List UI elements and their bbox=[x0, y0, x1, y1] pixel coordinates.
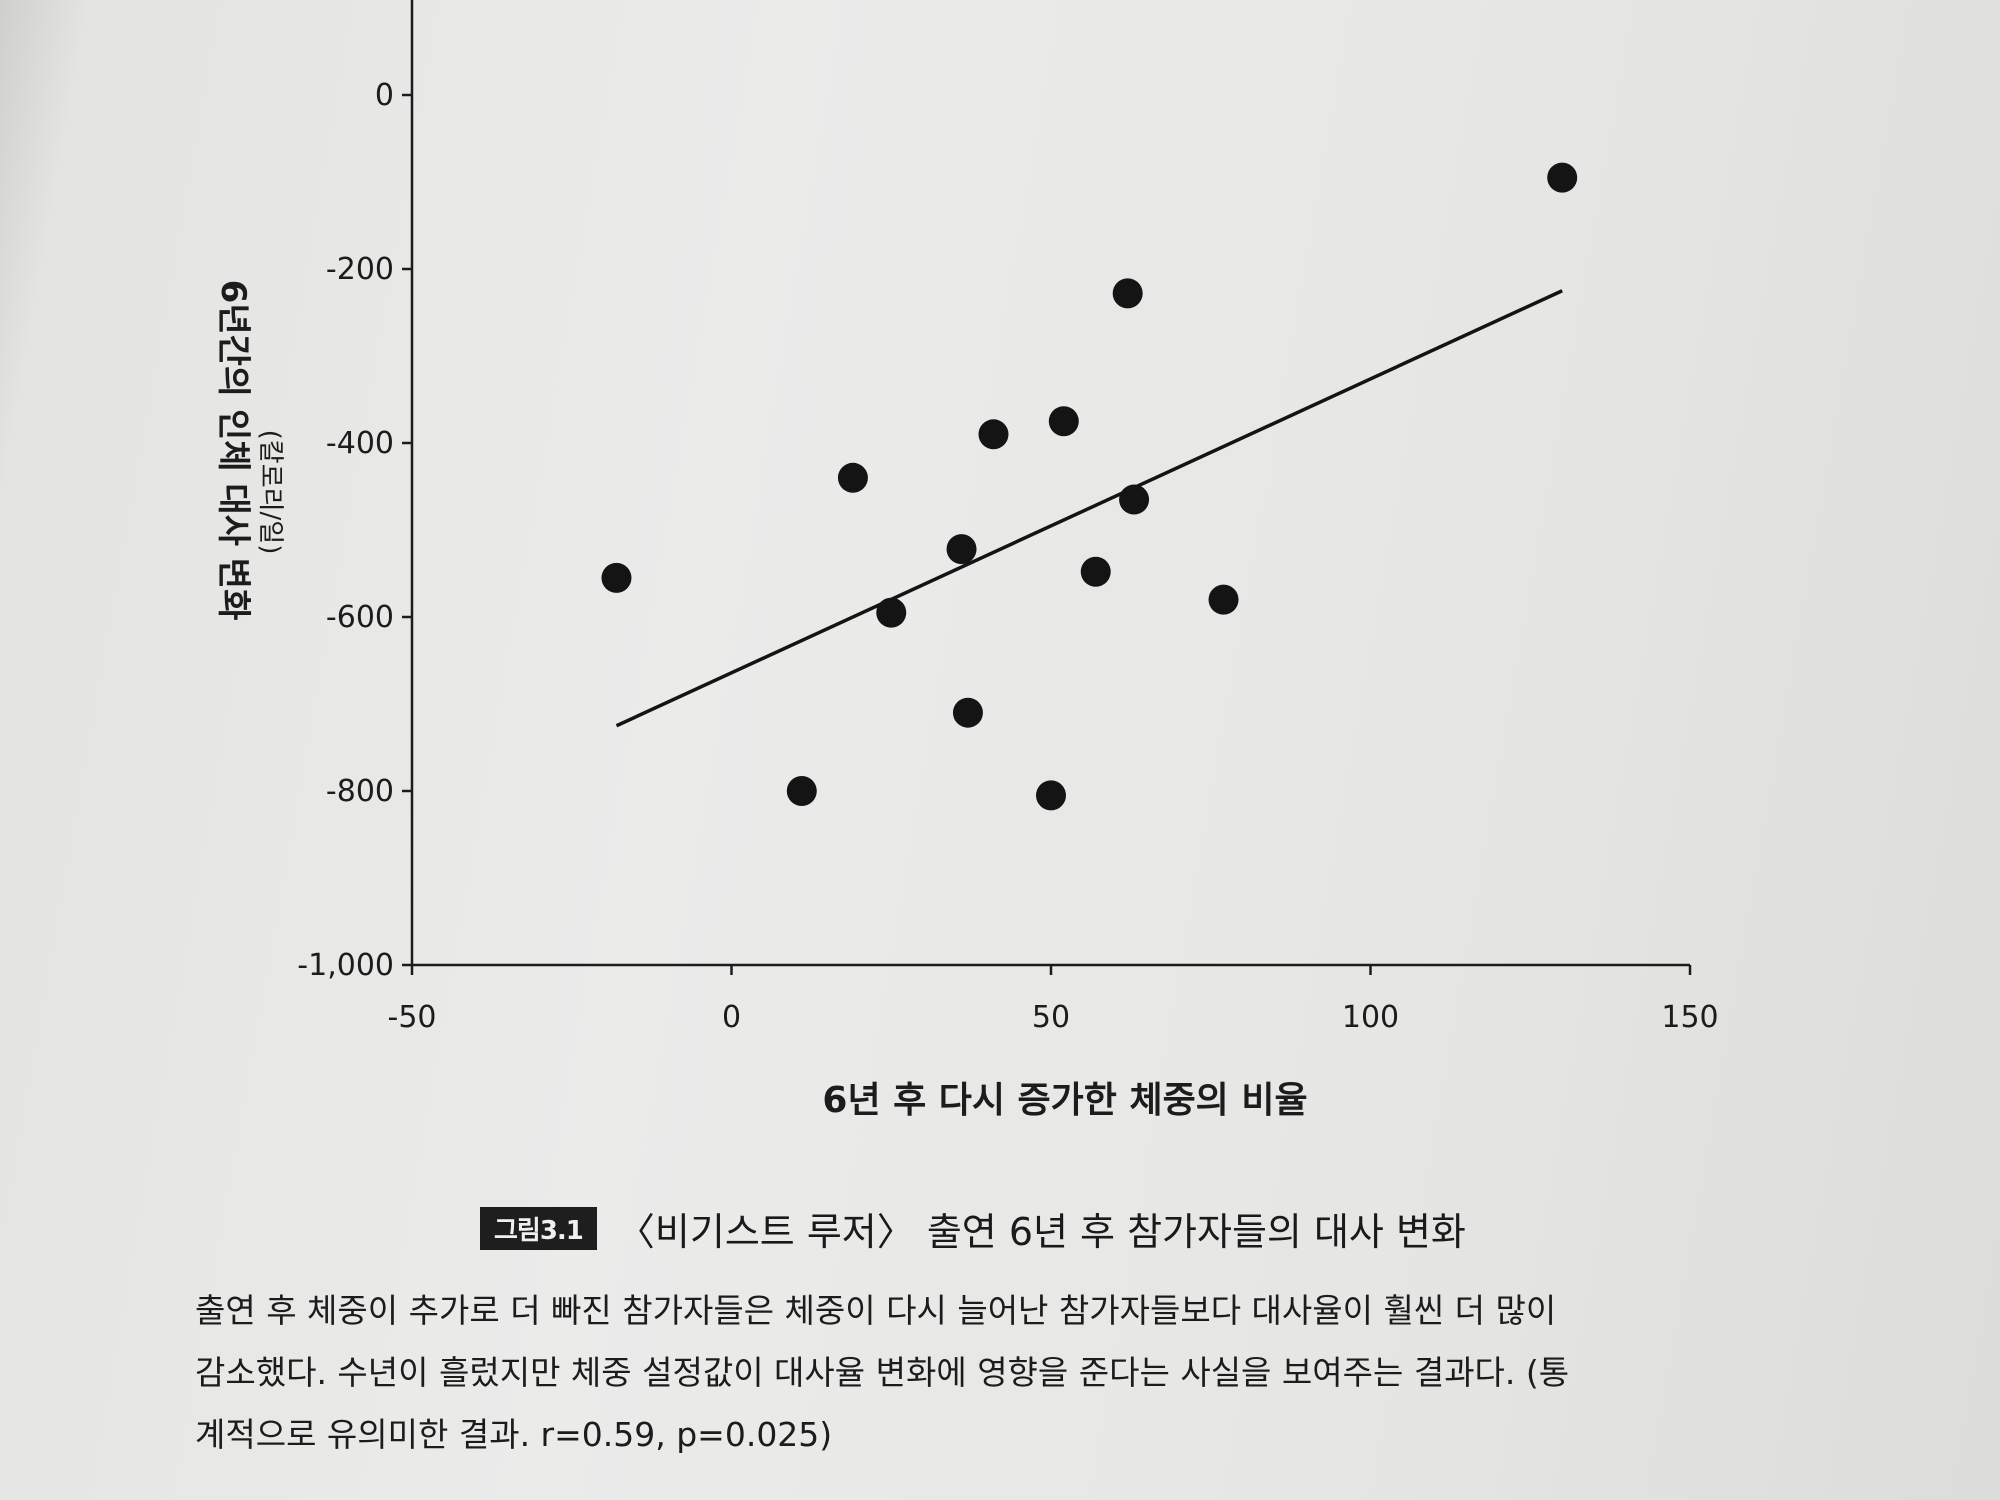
y-tick-label: -400 bbox=[326, 426, 394, 461]
data-point bbox=[1112, 278, 1143, 309]
chart-axes: 0 -200 -400 -600 -800 -1,000 -50 0 50 100 150 bbox=[297, 0, 1719, 1035]
data-point bbox=[786, 776, 817, 806]
y-axis-unit: (칼로리/일) bbox=[255, 430, 285, 555]
x-tick-label: 0 bbox=[722, 1000, 741, 1035]
axis-titles: 6년 후 다시 증가한 체중의 비율 6년간의 인체 대사 변화 (칼로리/일) bbox=[213, 280, 1308, 1121]
y-tick-label: -800 bbox=[326, 774, 394, 809]
x-tick-label: 50 bbox=[1032, 1000, 1070, 1035]
x-tick-label: 100 bbox=[1342, 1000, 1399, 1035]
x-axis-title: 6년 후 다시 증가한 체중의 비율 bbox=[822, 1080, 1307, 1121]
figure-caption: 그림3.1 〈비기스트 루저〉 출연 6년 후 참가자들의 대사 변화 bbox=[480, 1198, 1466, 1258]
data-point bbox=[1080, 556, 1111, 587]
caption-body: 출연 후 체중이 추가로 더 빠진 참가자들은 체중이 다시 늘어난 참가자들보… bbox=[195, 1280, 1755, 1466]
data-point bbox=[952, 697, 983, 728]
y-tick-label: -1,000 bbox=[297, 948, 394, 983]
data-point bbox=[1119, 484, 1150, 515]
caption-body-line: 계적으로 유의미한 결과. r=0.59, p=0.025) bbox=[195, 1415, 833, 1454]
data-points bbox=[601, 162, 1578, 811]
data-point bbox=[978, 419, 1009, 450]
x-tick-label: 150 bbox=[1661, 1000, 1718, 1035]
figure-label: 그림3.1 bbox=[480, 1206, 597, 1250]
data-point bbox=[1547, 162, 1578, 193]
figure-title: 〈비기스트 루저〉 출연 6년 후 참가자들의 대사 변화 bbox=[616, 1209, 1466, 1254]
x-tick-label: -50 bbox=[388, 1000, 437, 1035]
y-tick-label: -200 bbox=[326, 252, 394, 287]
y-tick-label: 0 bbox=[375, 78, 394, 113]
y-tick-label: -600 bbox=[326, 600, 394, 635]
data-point bbox=[601, 562, 632, 593]
data-point bbox=[876, 597, 907, 628]
trendline bbox=[615, 289, 1563, 728]
caption-body-line: 출연 후 체중이 추가로 더 빠진 참가자들은 체중이 다시 늘어난 참가자들보… bbox=[195, 1291, 1557, 1330]
trendline-group bbox=[615, 289, 1563, 728]
data-point bbox=[1048, 406, 1079, 437]
scatter-chart: 0 -200 -400 -600 -800 -1,000 -50 0 50 100 150 6년 후… bbox=[213, 0, 1719, 1121]
data-point bbox=[946, 534, 977, 565]
y-axis-title: 6년간의 인체 대사 변화 bbox=[213, 280, 253, 621]
data-point bbox=[837, 462, 868, 493]
data-point bbox=[1208, 584, 1239, 615]
caption-body-line: 감소했다. 수년이 흘렀지만 체중 설정값이 대사율 변화에 영향을 준다는 사… bbox=[195, 1353, 1570, 1392]
data-point bbox=[1036, 780, 1066, 811]
